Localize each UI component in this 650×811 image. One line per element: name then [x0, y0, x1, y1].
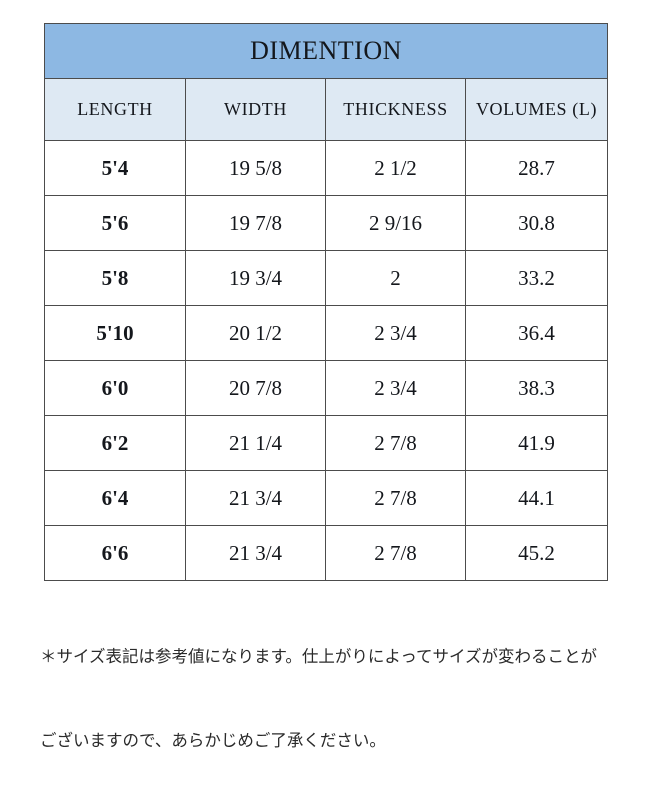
cell-volumes: 33.2 — [465, 250, 608, 306]
cell-thickness: 2 1/2 — [325, 140, 466, 196]
cell-width: 21 3/4 — [185, 470, 326, 526]
cell-thickness: 2 — [325, 250, 466, 306]
cell-length: 6'4 — [44, 470, 186, 526]
cell-width: 20 7/8 — [185, 360, 326, 416]
column-header-row: LENGTH WIDTH THICKNESS VOLUMES (L) — [44, 78, 608, 141]
cell-volumes: 38.3 — [465, 360, 608, 416]
cell-thickness: 2 9/16 — [325, 195, 466, 251]
column-header-length: LENGTH — [44, 78, 186, 141]
cell-length: 6'0 — [44, 360, 186, 416]
column-header-volumes: VOLUMES (L) — [465, 78, 608, 141]
cell-width: 21 1/4 — [185, 415, 326, 471]
table-body: 5'4 19 5/8 2 1/2 28.7 5'6 19 7/8 2 9/16 … — [44, 140, 608, 581]
cell-volumes: 28.7 — [465, 140, 608, 196]
cell-width: 19 3/4 — [185, 250, 326, 306]
cell-volumes: 44.1 — [465, 470, 608, 526]
page-root: DIMENTION LENGTH WIDTH THICKNESS VOLUMES… — [40, 23, 608, 750]
cell-width: 19 5/8 — [185, 140, 326, 196]
cell-volumes: 36.4 — [465, 305, 608, 361]
cell-length: 5'6 — [44, 195, 186, 251]
table-row: 5'4 19 5/8 2 1/2 28.7 — [44, 140, 608, 196]
cell-length: 6'6 — [44, 525, 186, 581]
table-row: 5'6 19 7/8 2 9/16 30.8 — [44, 195, 608, 251]
cell-volumes: 41.9 — [465, 415, 608, 471]
cell-width: 19 7/8 — [185, 195, 326, 251]
cell-thickness: 2 7/8 — [325, 525, 466, 581]
table-row: 6'2 21 1/4 2 7/8 41.9 — [44, 415, 608, 471]
cell-length: 5'10 — [44, 305, 186, 361]
cell-width: 20 1/2 — [185, 305, 326, 361]
table-row: 5'8 19 3/4 2 33.2 — [44, 250, 608, 306]
cell-thickness: 2 3/4 — [325, 360, 466, 416]
size-disclaimer-note: ＊サイズ表記は参考値になります。仕上がりによってサイズが変わることが ございます… — [40, 587, 620, 811]
cell-width: 21 3/4 — [185, 525, 326, 581]
dimension-table: DIMENTION LENGTH WIDTH THICKNESS VOLUMES… — [44, 23, 608, 581]
table-row: 6'4 21 3/4 2 7/8 44.1 — [44, 470, 608, 526]
title-row: DIMENTION — [44, 23, 608, 79]
cell-thickness: 2 3/4 — [325, 305, 466, 361]
table-head: DIMENTION LENGTH WIDTH THICKNESS VOLUMES… — [44, 23, 608, 141]
column-header-thickness: THICKNESS — [325, 78, 466, 141]
cell-length: 6'2 — [44, 415, 186, 471]
cell-volumes: 45.2 — [465, 525, 608, 581]
cell-length: 5'4 — [44, 140, 186, 196]
disclaimer-line-2: ございますので、あらかじめご了承ください。 — [40, 731, 386, 750]
table-title: DIMENTION — [44, 23, 608, 79]
cell-length: 5'8 — [44, 250, 186, 306]
table-row: 6'6 21 3/4 2 7/8 45.2 — [44, 525, 608, 581]
cell-thickness: 2 7/8 — [325, 470, 466, 526]
cell-volumes: 30.8 — [465, 195, 608, 251]
cell-thickness: 2 7/8 — [325, 415, 466, 471]
disclaimer-line-1: ＊サイズ表記は参考値になります。仕上がりによってサイズが変わることが — [40, 647, 598, 666]
table-row: 5'10 20 1/2 2 3/4 36.4 — [44, 305, 608, 361]
column-header-width: WIDTH — [185, 78, 326, 141]
table-row: 6'0 20 7/8 2 3/4 38.3 — [44, 360, 608, 416]
